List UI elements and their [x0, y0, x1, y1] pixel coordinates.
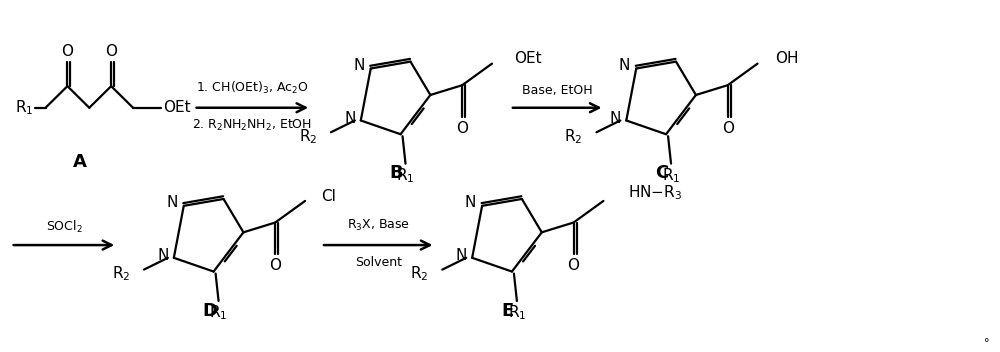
- Text: N: N: [465, 195, 476, 210]
- Text: N: N: [344, 111, 356, 126]
- Text: N: N: [619, 58, 630, 73]
- Text: R$_3$X, Base: R$_3$X, Base: [347, 218, 410, 233]
- Text: N: N: [353, 58, 365, 73]
- Text: OEt: OEt: [514, 51, 542, 66]
- Text: A: A: [72, 153, 86, 171]
- Text: O: O: [568, 258, 580, 273]
- Text: O: O: [269, 258, 281, 273]
- Text: Solvent: Solvent: [355, 256, 402, 269]
- Text: O: O: [456, 121, 468, 136]
- Text: R$_2$: R$_2$: [410, 264, 428, 283]
- Text: SOCl$_2$: SOCl$_2$: [46, 219, 82, 235]
- Text: R$_1$: R$_1$: [209, 303, 228, 322]
- Text: R$_1$: R$_1$: [508, 303, 526, 322]
- Text: R$_2$: R$_2$: [112, 264, 130, 283]
- Text: R$_2$: R$_2$: [564, 127, 583, 145]
- Text: N: N: [610, 111, 621, 126]
- Text: N: N: [166, 195, 178, 210]
- Text: R$_1$: R$_1$: [396, 166, 415, 185]
- Text: R$_1$: R$_1$: [15, 99, 33, 117]
- Text: 2. R$_2$NH$_2$NH$_2$, EtOH: 2. R$_2$NH$_2$NH$_2$, EtOH: [192, 118, 312, 133]
- Text: °: °: [984, 338, 989, 348]
- Text: OH: OH: [775, 51, 799, 66]
- Text: C: C: [655, 164, 669, 182]
- Text: O: O: [722, 121, 734, 136]
- Text: R$_1$: R$_1$: [662, 166, 680, 185]
- Text: OEt: OEt: [163, 100, 191, 115]
- Text: 1. CH(OEt)$_3$, Ac$_2$O: 1. CH(OEt)$_3$, Ac$_2$O: [196, 80, 309, 96]
- Text: HN$-$R$_3$: HN$-$R$_3$: [628, 184, 683, 202]
- Text: R$_2$: R$_2$: [299, 127, 317, 145]
- Text: D: D: [202, 302, 217, 320]
- Text: O: O: [61, 44, 73, 59]
- Text: Base, EtOH: Base, EtOH: [522, 83, 592, 96]
- Text: O: O: [105, 44, 117, 59]
- Text: E: E: [502, 302, 514, 320]
- Text: Cl: Cl: [321, 189, 336, 203]
- Text: B: B: [390, 164, 403, 182]
- Text: N: N: [456, 249, 467, 263]
- Text: N: N: [157, 249, 169, 263]
